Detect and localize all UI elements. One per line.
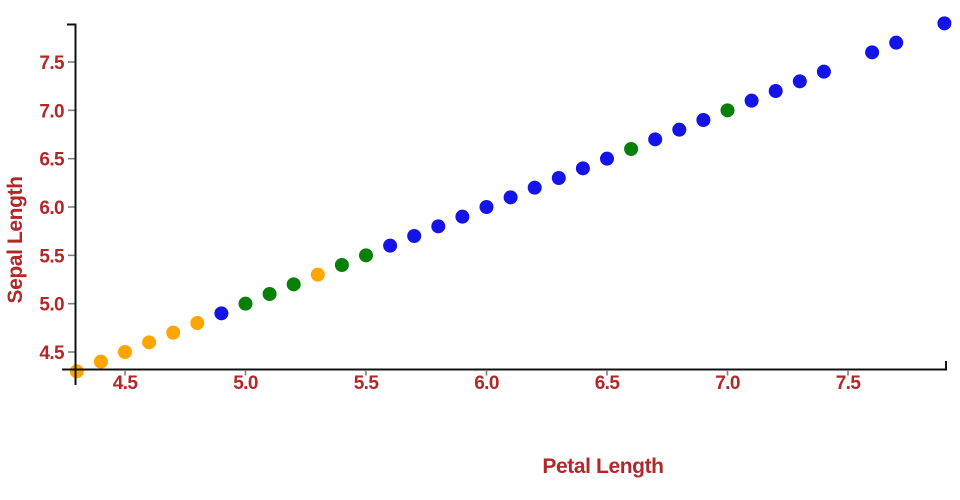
data-point-blue [648, 132, 663, 147]
data-point-blue [816, 64, 831, 79]
data-point-blue [937, 16, 952, 31]
data-point-blue [696, 113, 711, 127]
x-tick-label: 5.5 [354, 373, 380, 394]
data-point-green [359, 248, 373, 263]
data-point-blue [575, 161, 590, 176]
data-point-blue [551, 171, 566, 185]
data-point-blue [479, 200, 494, 214]
data-point-orange [190, 316, 205, 330]
x-tick-label: 6.0 [474, 373, 499, 394]
x-axis-title: Petal Length [542, 455, 663, 478]
data-point-blue [744, 93, 759, 108]
data-point-orange [93, 354, 108, 369]
data-point-orange [142, 335, 157, 350]
y-tick-label: 4.5 [39, 343, 65, 364]
y-tick-label: 6.0 [39, 198, 64, 219]
x-axis-line [62, 361, 947, 371]
data-point-green [238, 296, 253, 311]
data-point-orange [166, 325, 181, 340]
data-point-blue [792, 74, 807, 89]
data-point-blue [503, 190, 518, 205]
x-tick-label: 5.0 [233, 373, 258, 394]
data-point-orange [69, 364, 84, 379]
data-point-orange [118, 345, 132, 359]
y-tick-label: 7.5 [39, 53, 65, 74]
data-point-blue [214, 306, 229, 321]
x-axis: 4.5 5.0 5.5 6.0 6.5 7.0 7.5 [62, 361, 947, 394]
y-tick-label: 5.0 [39, 295, 64, 316]
data-point-blue [768, 84, 783, 98]
y-axis: 4.5 5.0 5.5 6.0 6.5 7.0 7.5 [39, 23, 77, 385]
data-point-blue [455, 209, 470, 224]
data-point-blue [407, 229, 422, 243]
data-point-green [334, 258, 349, 272]
data-point-blue [431, 219, 446, 234]
data-point-green [624, 142, 639, 156]
y-tick-label: 5.5 [39, 246, 65, 267]
x-tick-label: 7.0 [715, 373, 740, 394]
data-point-green [720, 103, 735, 118]
x-tick-label: 6.5 [595, 373, 621, 394]
data-point-green [286, 277, 301, 292]
data-point-blue [600, 151, 614, 166]
y-axis-line [67, 23, 77, 385]
data-point-orange [310, 267, 325, 282]
data-point-blue [672, 122, 687, 137]
x-tick-label: 4.5 [113, 373, 139, 394]
data-point-green [262, 287, 277, 301]
data-point-blue [865, 45, 880, 60]
data-points-layer [69, 16, 952, 379]
x-tick-label: 7.5 [836, 373, 862, 394]
y-tick-label: 6.5 [39, 150, 65, 171]
data-point-blue [383, 238, 398, 253]
data-point-blue [527, 180, 542, 195]
y-tick-label: 7.0 [39, 101, 64, 122]
data-point-blue [889, 35, 904, 50]
y-axis-title: Sepal Length [4, 176, 27, 303]
